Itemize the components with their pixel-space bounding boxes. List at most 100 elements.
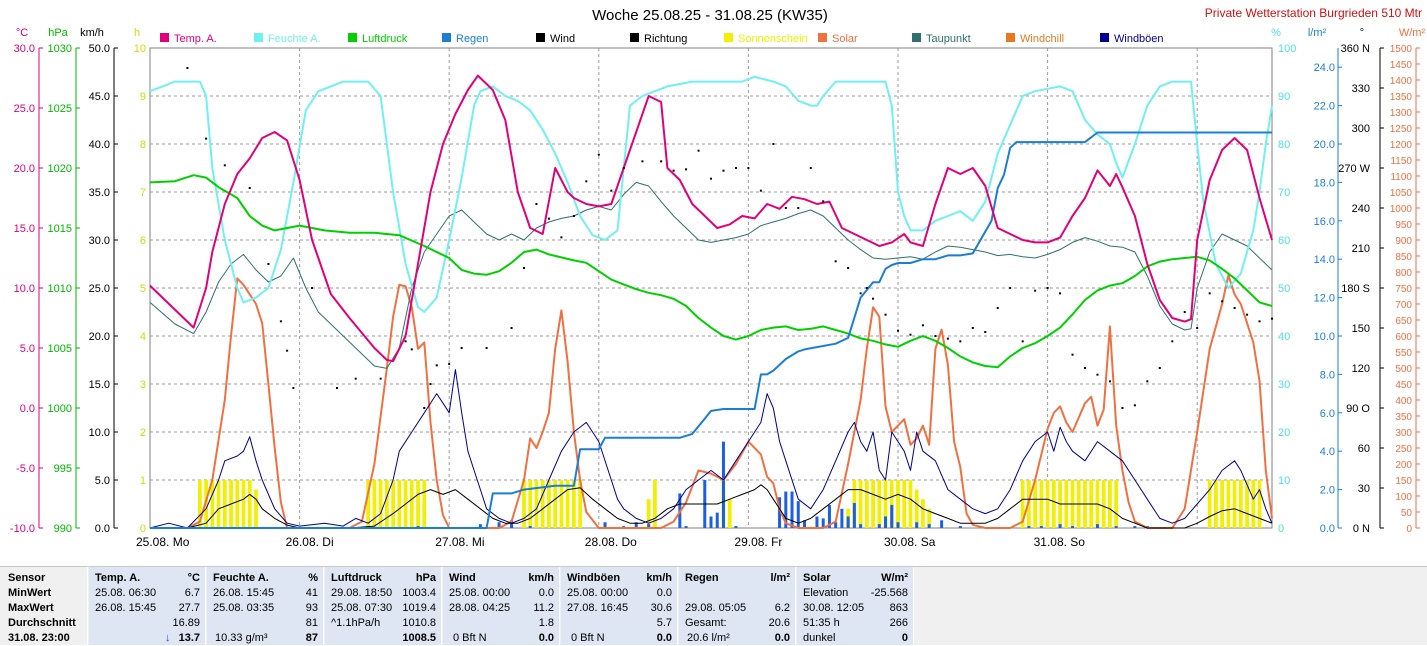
direction-dot — [1059, 292, 1062, 295]
x-axis-labels: 25.08. Mo 26.08. Di 27.08. Mi 28.08. Do 29.0… — [136, 535, 1085, 549]
direction-dot — [205, 137, 208, 140]
rain-bar — [647, 524, 651, 528]
sunshine-bar — [197, 480, 202, 528]
row-label-min: MinWert — [8, 587, 52, 599]
rain-bar — [821, 518, 825, 528]
tick-rain: 22.0 — [1314, 101, 1335, 113]
stats-col-humidity — [207, 567, 324, 645]
rain-bar — [634, 522, 638, 528]
sensor-header: Sensor — [8, 572, 46, 584]
series-solar — [150, 274, 1273, 529]
rain-bar — [940, 520, 944, 528]
sunshine-bar — [235, 480, 240, 528]
direction-dot — [822, 200, 825, 203]
rain-total-label: Gesamt: — [685, 617, 727, 629]
tick-direction: 150 — [1352, 323, 1370, 335]
sunshine-bar — [1220, 480, 1225, 528]
rain-bar — [1039, 526, 1043, 528]
wind-avg: 1.8 — [538, 617, 554, 629]
pressure-min: 1003.4 — [402, 587, 436, 599]
direction-dot — [560, 236, 563, 239]
tick-temp: -5.0 — [16, 463, 35, 475]
solar-max-time: 30.08. 12:05 — [803, 602, 865, 614]
stats-col-sensor — [0, 567, 88, 645]
legend-swatch — [1006, 33, 1015, 42]
tick-sunshine: 1 — [140, 475, 146, 487]
direction-dot — [510, 327, 513, 329]
legend-label: Windchill — [1020, 33, 1064, 45]
direction-dot — [697, 149, 700, 152]
sunshine-bar — [565, 480, 570, 528]
wind-bft: 0 Bft N — [453, 632, 487, 644]
solar-sun-value: 266 — [889, 617, 908, 629]
sunshine-bar — [578, 480, 582, 528]
tick-direction: 300 — [1352, 123, 1370, 135]
direction-dot — [267, 263, 270, 265]
sunshine-bar — [1045, 480, 1050, 528]
sunshine-bar — [1039, 480, 1044, 528]
direction-dot — [872, 297, 875, 300]
rain-bar — [852, 503, 856, 528]
direction-dot — [1121, 407, 1124, 409]
rain-max-time: 29.08. 05:05 — [685, 602, 747, 614]
x-tick-label: 31.08. So — [1034, 535, 1086, 549]
direction-dot — [336, 387, 338, 389]
rain-bar — [827, 504, 831, 528]
rain-bar — [684, 526, 688, 528]
legend-swatch — [818, 33, 827, 42]
direction-dot — [884, 313, 887, 316]
tick-solar: 500 — [1395, 364, 1412, 375]
sunshine-bar — [1257, 480, 1262, 528]
humidity-unit: % — [308, 572, 318, 584]
sunshine-bar — [858, 480, 863, 528]
direction-dot — [1208, 292, 1211, 295]
solar-sun-hours: 51:35 h — [803, 617, 840, 629]
tick-wind: 0.0 — [95, 523, 110, 535]
tick-solar: 350 — [1395, 412, 1412, 423]
direction-dot — [1034, 289, 1037, 292]
direction-dot — [404, 340, 407, 343]
rain-total: 20.6 — [768, 617, 790, 629]
tick-rain: 2.0 — [1320, 485, 1335, 497]
rain-bar — [915, 522, 919, 528]
humidity-abs: 10.33 g/m³ — [215, 632, 268, 644]
direction-dot — [292, 387, 295, 389]
tick-solar: 300 — [1395, 428, 1412, 439]
x-tick-label: 25.08. Mo — [136, 535, 190, 549]
tick-direction: 120 — [1352, 363, 1370, 375]
tick-pressure: 990 — [54, 523, 72, 535]
series-taupunkt — [149, 181, 1273, 369]
tick-rain: 8.0 — [1320, 369, 1335, 381]
axis-unit-wind: km/h — [80, 27, 104, 39]
humidity-avg: 81 — [305, 617, 318, 629]
sunshine-bar — [1051, 480, 1056, 528]
sunshine-bar — [871, 480, 875, 528]
stats-col-temp — [89, 567, 206, 645]
direction-dot — [379, 377, 382, 380]
tick-sunshine: 4 — [140, 331, 146, 343]
tick-temp: 0.0 — [20, 403, 35, 415]
gust-header: Windböen — [567, 572, 621, 584]
tick-pressure: 1030 — [48, 43, 72, 55]
stats-col-gust — [561, 567, 678, 645]
sunshine-bar — [1033, 480, 1038, 528]
direction-dot — [1009, 287, 1012, 289]
solar-current: 0 — [901, 632, 908, 644]
direction-dot — [1133, 404, 1136, 407]
tick-direction: 0 N — [1353, 523, 1370, 535]
rain-bar — [884, 516, 888, 528]
rain-bar — [528, 526, 532, 528]
tick-wind: 20.0 — [89, 331, 110, 343]
wind-max: 11.2 — [533, 602, 554, 614]
tick-solar: 800 — [1395, 268, 1412, 279]
tick-sunshine: 6 — [140, 235, 146, 247]
sunshine-bar — [927, 508, 932, 528]
sunshine-bar — [366, 480, 371, 528]
line-series — [149, 74, 1273, 529]
sunshine-bar — [540, 480, 545, 528]
axis-unit-solar: W/m² — [1399, 27, 1426, 39]
direction-dot — [865, 287, 868, 289]
direction-dot — [722, 169, 725, 172]
tick-temp: 15.0 — [14, 223, 35, 235]
tick-rain: 4.0 — [1320, 446, 1335, 458]
